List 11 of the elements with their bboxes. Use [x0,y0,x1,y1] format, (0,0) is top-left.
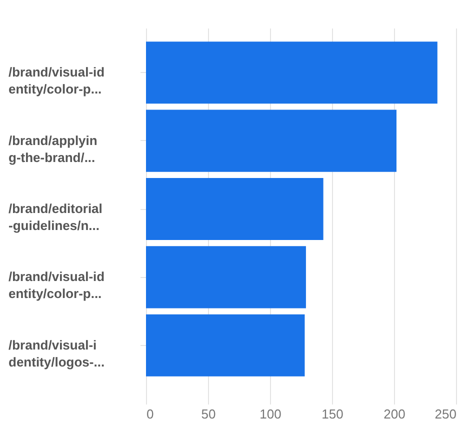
y-tick-label: /brand/visual-id entity/color-p... [8,64,105,97]
y-tick-label: /brand/visual-id entity/color-p... [8,269,105,302]
x-tick-label: 50 [201,406,216,422]
x-tick-label: 0 [146,406,154,422]
y-tick-label: /brand/applyin g-the-brand/... [8,132,98,165]
x-tick-label: 250 [434,406,456,422]
x-tick-label: 100 [260,406,282,422]
x-tick-label: 150 [322,406,344,422]
x-tick-label: 200 [384,406,406,422]
y-tick-label: /brand/editorial -guidelines/n... [8,201,102,233]
y-tick-label: /brand/visual-i dentity/logos-... [8,337,105,370]
